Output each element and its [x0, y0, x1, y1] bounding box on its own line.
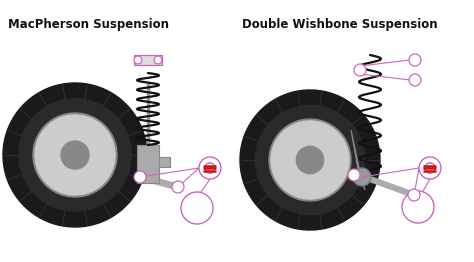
- Circle shape: [181, 192, 213, 224]
- Circle shape: [409, 74, 421, 86]
- Circle shape: [409, 54, 421, 66]
- Polygon shape: [35, 115, 115, 195]
- Circle shape: [419, 157, 441, 179]
- Circle shape: [408, 189, 420, 201]
- Polygon shape: [61, 141, 89, 169]
- Circle shape: [205, 163, 215, 173]
- Polygon shape: [3, 83, 147, 227]
- Polygon shape: [240, 90, 380, 230]
- Polygon shape: [19, 99, 131, 211]
- Circle shape: [134, 171, 146, 183]
- Circle shape: [402, 191, 434, 223]
- Text: Double Wishbone Suspension: Double Wishbone Suspension: [242, 18, 438, 31]
- Bar: [137, 145, 159, 183]
- Polygon shape: [159, 157, 170, 167]
- Circle shape: [172, 181, 184, 193]
- Polygon shape: [255, 105, 365, 215]
- Circle shape: [354, 64, 366, 76]
- Polygon shape: [269, 119, 351, 201]
- Polygon shape: [351, 130, 365, 190]
- Bar: [134, 55, 162, 65]
- Polygon shape: [271, 121, 349, 199]
- Circle shape: [205, 163, 215, 173]
- Circle shape: [353, 168, 371, 186]
- Circle shape: [348, 169, 360, 181]
- Circle shape: [425, 163, 435, 173]
- Circle shape: [199, 157, 221, 179]
- Polygon shape: [33, 113, 117, 197]
- Circle shape: [134, 56, 142, 64]
- Polygon shape: [296, 146, 324, 174]
- Text: MacPherson Suspension: MacPherson Suspension: [8, 18, 169, 31]
- Circle shape: [425, 163, 435, 173]
- Circle shape: [154, 56, 162, 64]
